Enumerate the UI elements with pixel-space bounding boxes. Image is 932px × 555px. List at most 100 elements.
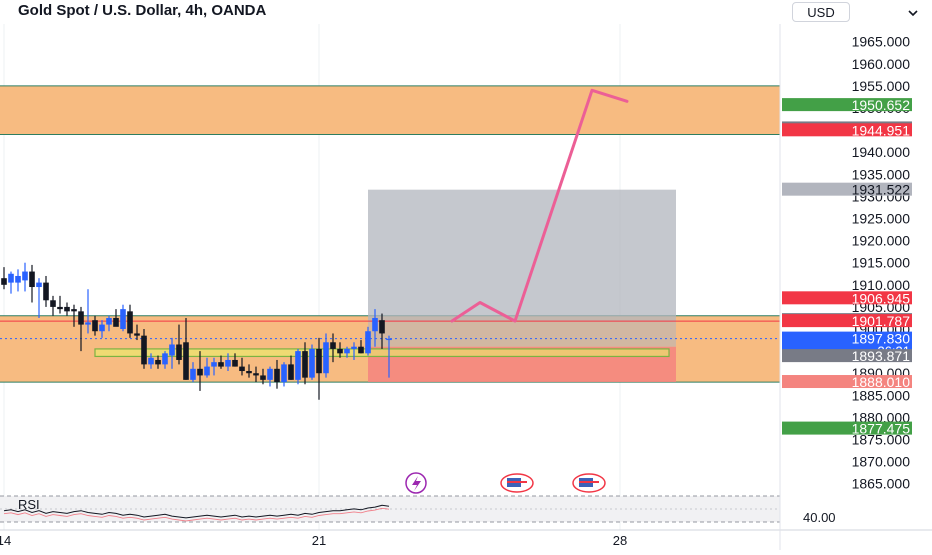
y-tick-label: 1870.000 bbox=[852, 454, 911, 470]
lightning-icon bbox=[412, 476, 421, 491]
candle-body bbox=[204, 366, 210, 376]
candle-body bbox=[211, 362, 217, 367]
price-tag bbox=[782, 314, 912, 328]
candle-body bbox=[344, 348, 350, 354]
candle-body bbox=[197, 368, 203, 376]
y-tick-label: 1955.000 bbox=[852, 78, 911, 94]
candle-body bbox=[225, 359, 231, 367]
candle-body bbox=[127, 311, 133, 334]
price-tag-label: 1931.522 bbox=[852, 182, 911, 198]
candle-body bbox=[183, 342, 189, 380]
flag-stripe bbox=[507, 481, 527, 483]
candle-body bbox=[330, 342, 336, 349]
price-tag-label: 1950.652 bbox=[852, 97, 911, 113]
candle-body bbox=[92, 320, 98, 332]
candle-body bbox=[218, 362, 224, 367]
candle-body bbox=[281, 364, 287, 383]
candle-body bbox=[260, 375, 266, 380]
candle-body bbox=[176, 344, 182, 360]
candle-body bbox=[148, 357, 154, 365]
price-tag-label: 1888.010 bbox=[852, 374, 911, 390]
x-tick-label: 21 bbox=[312, 533, 326, 548]
y-tick-label: 1925.000 bbox=[852, 211, 911, 227]
candle-body bbox=[169, 344, 175, 356]
price-tag bbox=[782, 98, 912, 112]
candle-body bbox=[295, 351, 301, 380]
price-tag-label: 1906.945 bbox=[852, 290, 911, 306]
candle-body bbox=[36, 282, 42, 288]
candle-body bbox=[1, 278, 7, 285]
x-tick-label: 28 bbox=[613, 533, 627, 548]
y-tick-label: 1920.000 bbox=[852, 233, 911, 249]
candle-body bbox=[379, 320, 385, 334]
y-tick-label: 1915.000 bbox=[852, 255, 911, 271]
candle-body bbox=[246, 371, 252, 374]
rsi-tick: 40.00 bbox=[803, 510, 836, 525]
candle-body bbox=[134, 333, 140, 336]
price-tag bbox=[782, 291, 912, 305]
candle-body bbox=[15, 275, 21, 283]
candle-body bbox=[365, 331, 371, 354]
candle-body bbox=[78, 311, 84, 325]
candle-body bbox=[323, 342, 329, 374]
chevron-down-icon[interactable] bbox=[906, 6, 920, 20]
candle-body bbox=[71, 309, 77, 312]
candle-body bbox=[162, 353, 168, 365]
price-tag bbox=[782, 349, 912, 363]
x-tick-label: 14 bbox=[0, 533, 11, 548]
candle-body bbox=[288, 364, 294, 380]
chart-title: Gold Spot / U.S. Dollar, 4h, OANDA bbox=[18, 2, 267, 19]
y-tick-label: 1935.000 bbox=[852, 166, 911, 182]
y-tick-label: 1960.000 bbox=[852, 56, 911, 72]
candle-body bbox=[302, 351, 308, 378]
price-zone bbox=[0, 85, 780, 135]
candle-body bbox=[57, 306, 63, 310]
price-tag-label: 1944.951 bbox=[852, 122, 911, 138]
candle-body bbox=[22, 271, 28, 281]
price-tag-label: 1901.787 bbox=[852, 313, 911, 329]
candle-body bbox=[316, 348, 322, 374]
price-tag bbox=[782, 123, 912, 137]
candle-body bbox=[337, 348, 343, 354]
flag-stripe bbox=[579, 481, 599, 483]
candle-body bbox=[120, 309, 126, 330]
candle-body bbox=[372, 317, 378, 332]
y-tick-label: 1940.000 bbox=[852, 144, 911, 160]
candle-body bbox=[253, 373, 259, 376]
candle-body bbox=[274, 368, 280, 383]
candle-body bbox=[232, 359, 238, 367]
candle-body bbox=[29, 271, 35, 288]
y-tick-label: 1965.000 bbox=[852, 34, 911, 50]
candle-body bbox=[386, 338, 392, 341]
price-tag-label: 1877.475 bbox=[852, 421, 911, 437]
candle-body bbox=[239, 366, 245, 372]
rsi-signal-line bbox=[3, 507, 390, 522]
candle-body bbox=[358, 346, 364, 354]
candle-body bbox=[113, 317, 119, 327]
candle-body bbox=[309, 348, 315, 378]
candle-body bbox=[351, 346, 357, 349]
candle-body bbox=[64, 306, 70, 312]
candle-body bbox=[190, 368, 196, 380]
position-entry-area bbox=[368, 321, 676, 347]
candle-body bbox=[155, 359, 161, 365]
candle-body bbox=[8, 273, 14, 283]
candle-body bbox=[85, 322, 91, 325]
y-tick-label: 1865.000 bbox=[852, 476, 911, 492]
y-tick-label: 1910.000 bbox=[852, 277, 911, 293]
projection-arrow bbox=[450, 88, 629, 323]
candle-body bbox=[43, 282, 49, 301]
y-tick-label: 1875.000 bbox=[852, 432, 911, 448]
candle-body bbox=[106, 317, 112, 325]
price-tag bbox=[782, 421, 912, 435]
currency-selector[interactable]: USD bbox=[792, 2, 850, 22]
candle-body bbox=[141, 335, 147, 365]
candle-body bbox=[50, 300, 56, 307]
candle-body bbox=[267, 368, 273, 380]
price-tag bbox=[782, 182, 912, 196]
candle-body bbox=[99, 324, 105, 332]
price-tag-label: 1893.871 bbox=[852, 348, 911, 364]
price-tag bbox=[782, 375, 912, 389]
